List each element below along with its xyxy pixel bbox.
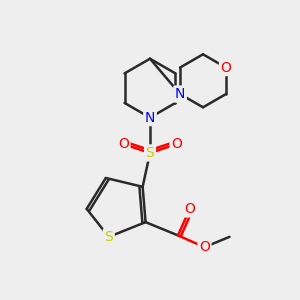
Text: O: O — [199, 240, 210, 254]
Text: N: N — [145, 111, 155, 124]
Text: O: O — [118, 137, 129, 151]
Text: S: S — [146, 146, 154, 160]
Text: N: N — [175, 87, 185, 101]
Text: S: S — [104, 230, 113, 244]
Text: O: O — [184, 202, 195, 216]
Text: O: O — [220, 61, 231, 75]
Text: O: O — [171, 137, 182, 151]
